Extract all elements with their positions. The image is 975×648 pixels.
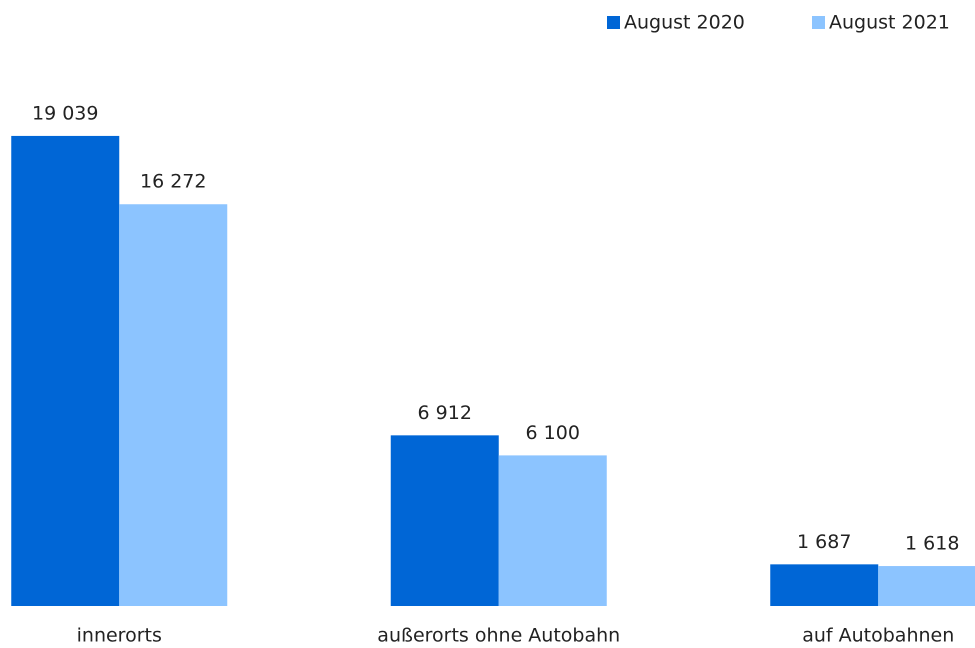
x-tick-label: innerorts bbox=[77, 625, 162, 647]
data-label: 19 039 bbox=[32, 102, 98, 124]
bar bbox=[770, 564, 879, 606]
legend-label: August 2020 bbox=[624, 12, 745, 34]
bar bbox=[390, 435, 499, 606]
legend-swatch bbox=[812, 16, 825, 29]
bar bbox=[498, 455, 607, 606]
bar bbox=[11, 135, 120, 606]
data-label: 1 618 bbox=[905, 533, 959, 555]
bar bbox=[119, 204, 228, 606]
x-tick-label: auf Autobahnen bbox=[802, 625, 954, 647]
bar bbox=[878, 566, 975, 606]
x-tick-label: außerorts ohne Autobahn bbox=[377, 625, 620, 647]
data-label: 6 912 bbox=[418, 402, 472, 424]
data-label: 1 687 bbox=[797, 531, 851, 553]
data-label: 6 100 bbox=[526, 422, 580, 444]
data-label: 16 272 bbox=[140, 171, 206, 193]
legend-swatch bbox=[607, 16, 620, 29]
legend-label: August 2021 bbox=[829, 12, 950, 34]
